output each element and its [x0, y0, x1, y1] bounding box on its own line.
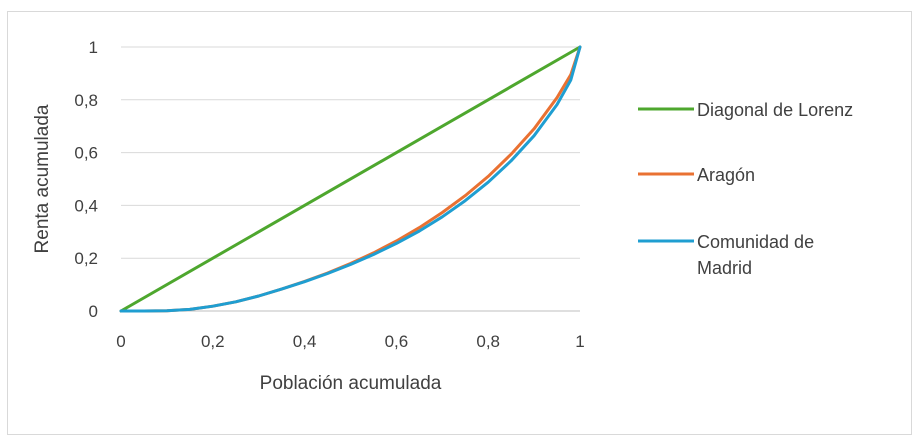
x-tick-label: 0 — [116, 332, 125, 351]
series-line-2 — [119, 45, 582, 313]
x-tick-label: 0,2 — [201, 332, 225, 351]
x-tick-label: 0,8 — [476, 332, 500, 351]
gridlines — [121, 46, 580, 312]
y-tick-label: 0,8 — [74, 91, 98, 110]
series-lines — [119, 45, 582, 313]
x-tick-label: 0,6 — [385, 332, 409, 351]
series-line-0 — [119, 45, 582, 313]
y-tick-label: 1 — [89, 38, 98, 57]
legend-label: Diagonal de Lorenz — [697, 100, 853, 120]
x-tick-label: 0,4 — [293, 332, 317, 351]
legend: Diagonal de Lorenz Aragón Comunidad de Madr… — [638, 100, 853, 278]
chart-area — [7, 11, 912, 435]
y-tick-label: 0,2 — [74, 249, 98, 268]
y-tick-labels: 0 0,2 0,4 0,6 0,8 1 — [74, 38, 98, 321]
y-axis-title: Renta acumulada — [32, 104, 53, 253]
x-tick-label: 1 — [575, 332, 584, 351]
y-tick-label: 0,6 — [74, 144, 98, 163]
x-axis-title: Población acumulada — [260, 373, 442, 394]
y-tick-label: 0 — [89, 302, 98, 321]
x-tick-labels: 0 0,2 0,4 0,6 0,8 1 — [116, 332, 584, 351]
y-tick-label: 0,4 — [74, 196, 98, 215]
legend-label: Aragón — [697, 165, 755, 185]
legend-label: Comunidad de Madrid — [697, 232, 814, 278]
